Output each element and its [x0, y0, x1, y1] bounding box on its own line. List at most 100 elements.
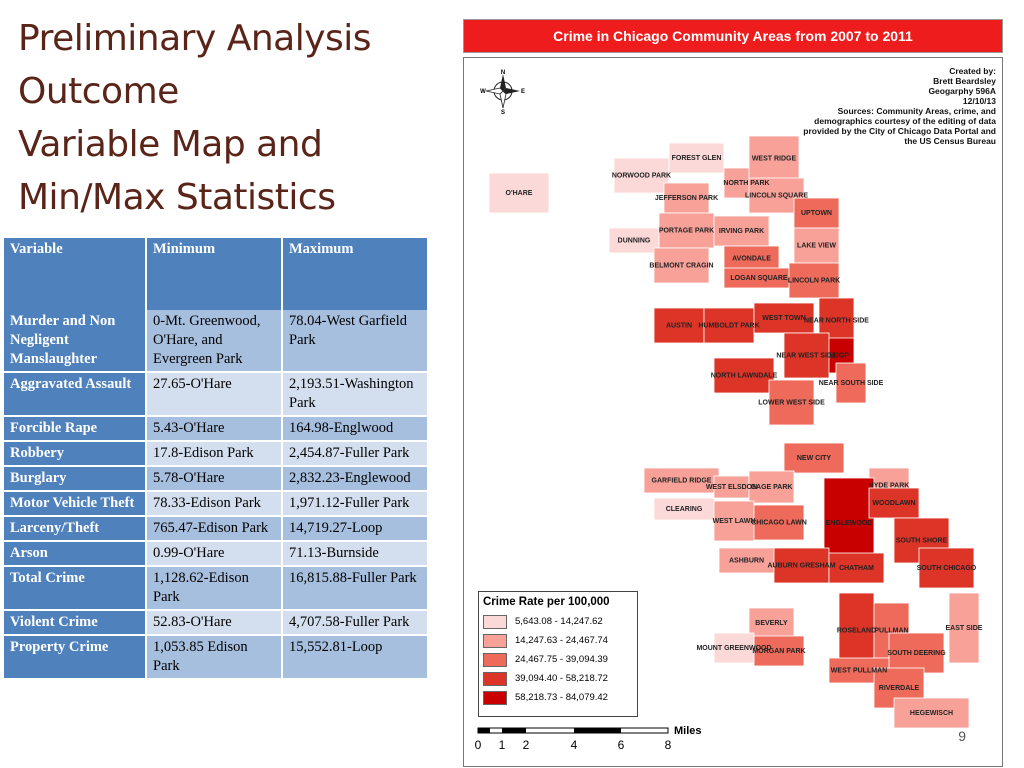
community-area-shape — [663, 182, 710, 214]
legend-item: 39,094.40 - 58,218.72 — [483, 669, 637, 688]
variable-cell: Property Crime — [4, 635, 147, 680]
community-area-shape — [703, 307, 755, 344]
variable-cell: Arson — [4, 541, 147, 567]
legend-label: 24,467.75 - 39,094.39 — [515, 654, 608, 665]
scale-tick: 1 — [499, 738, 506, 752]
community-area-label: ROSELAND — [837, 628, 876, 635]
variable-cell: Aggravated Assault — [4, 372, 147, 417]
choropleth-map: O'HARE NORWOOD PARK FOREST GLEN JEFFERSON P… — [488, 135, 983, 729]
community-area-label: SOUTH DEERING — [887, 650, 946, 657]
compass-east-label: E — [521, 89, 525, 95]
community-area-labels: O'HARE NORWOOD PARK FOREST GLEN JEFFERSON P… — [506, 155, 983, 717]
table-row: Murder and Non Negligent Manslaughter 0-… — [4, 310, 429, 373]
variable-cell: Motor Vehicle Theft — [4, 491, 147, 517]
community-area-label: ENGLEWOOD — [826, 520, 873, 527]
maximum-cell: 164.98-Englwood — [282, 416, 429, 442]
legend-swatch — [483, 614, 507, 629]
table-row: Arson 0.99-O'Hare 71.13-Burnside — [4, 541, 429, 567]
community-area-label: LAKE VIEW — [797, 243, 836, 250]
table-row: Forcible Rape 5.43-O'Hare 164.98-Englwoo… — [4, 416, 429, 442]
community-area-shape — [653, 247, 710, 284]
maximum-cell: 2,193.51-Washington Park — [282, 372, 429, 417]
minimum-cell: 1,053.85 Edison Park — [146, 635, 283, 680]
community-area-shape — [748, 470, 795, 504]
community-area-shape — [868, 487, 920, 519]
community-area-label: GARFIELD RIDGE — [652, 478, 712, 485]
crime-map: O'HARE NORWOOD PARK FOREST GLEN JEFFERSON P… — [463, 57, 1003, 767]
table-row: Robbery 17.8-Edison Park 2,454.87-Fuller… — [4, 441, 429, 467]
maximum-cell: 4,707.58-Fuller Park — [282, 610, 429, 636]
community-area-label: HYDE PARK — [869, 483, 910, 490]
community-area-label: PULLMAN — [874, 628, 908, 635]
community-area-label: MOUNT GREENWOOD — [696, 645, 771, 652]
legend-label: 5,643.08 - 14,247.62 — [515, 616, 603, 627]
community-area-label: AUBURN GRESHAM — [767, 563, 835, 570]
community-area-shape — [748, 607, 795, 639]
community-area-label: CHICAGO LAWN — [751, 520, 807, 527]
community-area-label: HUMBOLDT PARK — [698, 323, 759, 330]
community-area-label: PORTAGE PARK — [659, 228, 714, 235]
community-area-shape — [668, 142, 725, 174]
community-area-shape — [713, 632, 755, 664]
community-area-label: LOOP — [829, 353, 849, 360]
table-row: Violent Crime 52.83-O'Hare 4,707.58-Full… — [4, 610, 429, 636]
community-area-label: NORTH LAWNDALE — [711, 373, 778, 380]
column-header-minimum: Minimum — [146, 238, 283, 310]
table-row: Aggravated Assault 27.65-O'Hare 2,193.51… — [4, 372, 429, 417]
community-area-label: EAST SIDE — [946, 625, 983, 632]
scale-unit: Miles — [674, 725, 702, 737]
community-area-shape — [718, 547, 775, 574]
variable-cell: Burglary — [4, 466, 147, 492]
community-area-label: BEVERLY — [755, 620, 788, 627]
community-area-shape — [613, 157, 670, 194]
community-area-shape — [748, 135, 800, 182]
community-area-label: IRVING PARK — [719, 228, 764, 235]
community-area-label: CHATHAM — [839, 565, 874, 572]
community-area-label: WOODLAWN — [872, 500, 915, 507]
page-number: 9 — [958, 728, 966, 744]
table-header-row: Variable Minimum Maximum — [4, 238, 429, 310]
map-legend: Crime Rate per 100,000 5,643.08 - 14,247… — [478, 591, 638, 717]
community-area-label: SOUTH CHICAGO — [917, 565, 977, 572]
community-area-shape — [948, 592, 980, 664]
community-area-shape — [768, 379, 815, 426]
legend-label: 58,218.73 - 84,079.42 — [515, 692, 608, 703]
slide-title-line: Outcome — [18, 71, 179, 112]
community-area-label: NEAR WEST SIDE — [776, 353, 837, 360]
slide-title-line: Variable Map and — [18, 124, 323, 165]
community-area-label: RIVERDALE — [879, 685, 920, 692]
legend-label: 14,247.63 - 24,467.74 — [515, 635, 608, 646]
community-area-shape — [753, 504, 805, 541]
community-area-label: FOREST GLEN — [672, 155, 722, 162]
community-area-label: ASHBURN — [729, 558, 764, 565]
community-area-shape — [783, 332, 830, 379]
compass-west-label: W — [480, 89, 486, 95]
legend-swatch — [483, 671, 507, 686]
community-area-shape — [793, 227, 840, 264]
community-area-label: SOUTH SHORE — [896, 538, 948, 545]
maximum-cell: 78.04-West Garfield Park — [282, 310, 429, 373]
maximum-cell: 14,719.27-Loop — [282, 516, 429, 542]
minimum-cell: 78.33-Edison Park — [146, 491, 283, 517]
community-area-shape — [893, 697, 970, 729]
community-area-shapes — [488, 135, 980, 729]
compass-south-label: S — [501, 110, 505, 114]
legend-swatch — [483, 633, 507, 648]
community-area-label: LINCOLN PARK — [788, 278, 840, 285]
scale-tick: 2 — [523, 738, 530, 752]
community-area-label: WEST ELSDON — [706, 484, 757, 491]
community-area-shape — [793, 197, 840, 229]
legend-label: 39,094.40 - 58,218.72 — [515, 673, 608, 684]
min-max-statistics-table: Variable Minimum Maximum Murder and Non … — [4, 238, 429, 680]
community-area-label: WEST LAWN — [713, 518, 756, 525]
map-title: Crime in Chicago Community Areas from 20… — [553, 28, 913, 44]
community-area-label: NEW CITY — [797, 455, 832, 462]
legend-title: Crime Rate per 100,000 — [483, 596, 610, 608]
slide-title-line: Preliminary Analysis — [18, 18, 372, 59]
table-row: Larceny/Theft 765.47-Edison Park 14,719.… — [4, 516, 429, 542]
variable-cell: Robbery — [4, 441, 147, 467]
community-area-label: HEGEWISCH — [910, 710, 953, 717]
community-area-label: AVONDALE — [732, 256, 771, 263]
community-area-label: BELMONT CRAGIN — [649, 263, 713, 270]
table-row: Total Crime 1,128.62-Edison Park 16,815.… — [4, 566, 429, 611]
